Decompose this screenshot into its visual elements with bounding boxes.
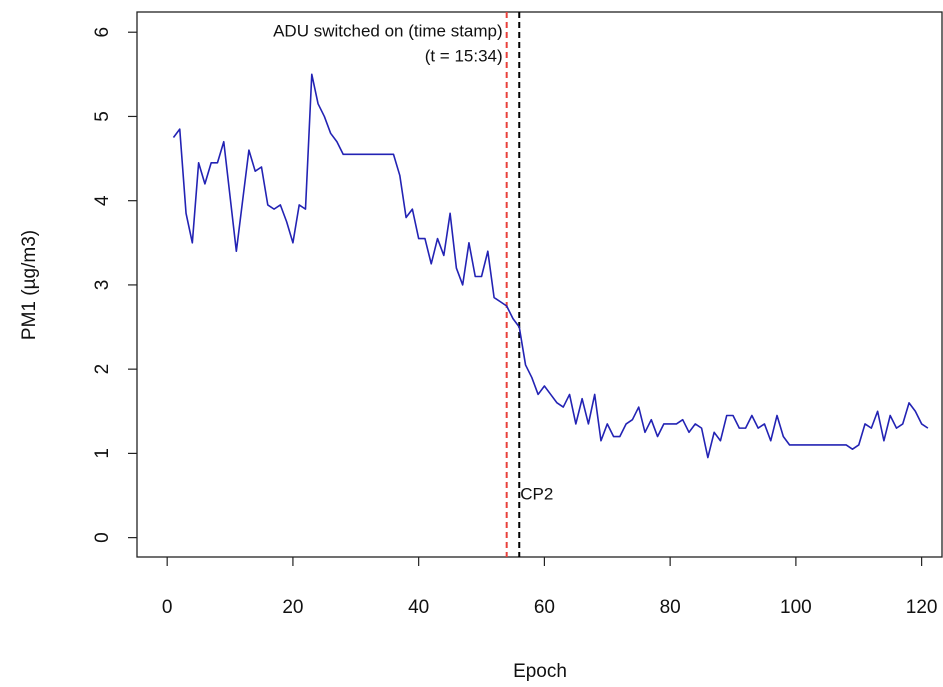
y-tick-label: 2 — [92, 364, 113, 375]
y-tick-label: 6 — [92, 27, 113, 38]
y-tick-label: 4 — [92, 195, 113, 206]
x-tick-label: 0 — [162, 597, 173, 618]
x-tick-label: 60 — [534, 597, 555, 618]
annotation: ADU switched on (time stamp) — [273, 21, 503, 40]
plot-frame — [136, 11, 943, 558]
annotation: (t = 15:34) — [425, 46, 503, 65]
x-tick-label: 40 — [408, 597, 429, 618]
y-tick-label: 1 — [92, 448, 113, 459]
annotation: CP2 — [520, 484, 553, 503]
data-line — [172, 73, 929, 459]
x-tick-label: 20 — [282, 597, 303, 618]
x-tick-label: 120 — [906, 597, 938, 618]
y-axis-label: PM1 (µg/m3) — [19, 230, 40, 340]
y-tick-label: 0 — [92, 532, 113, 543]
x-tick-label: 100 — [780, 597, 812, 618]
x-axis-label: Epoch — [513, 661, 567, 682]
y-tick-label: 5 — [92, 111, 113, 122]
y-tick-label: 3 — [92, 280, 113, 291]
x-tick-label: 80 — [660, 597, 681, 618]
